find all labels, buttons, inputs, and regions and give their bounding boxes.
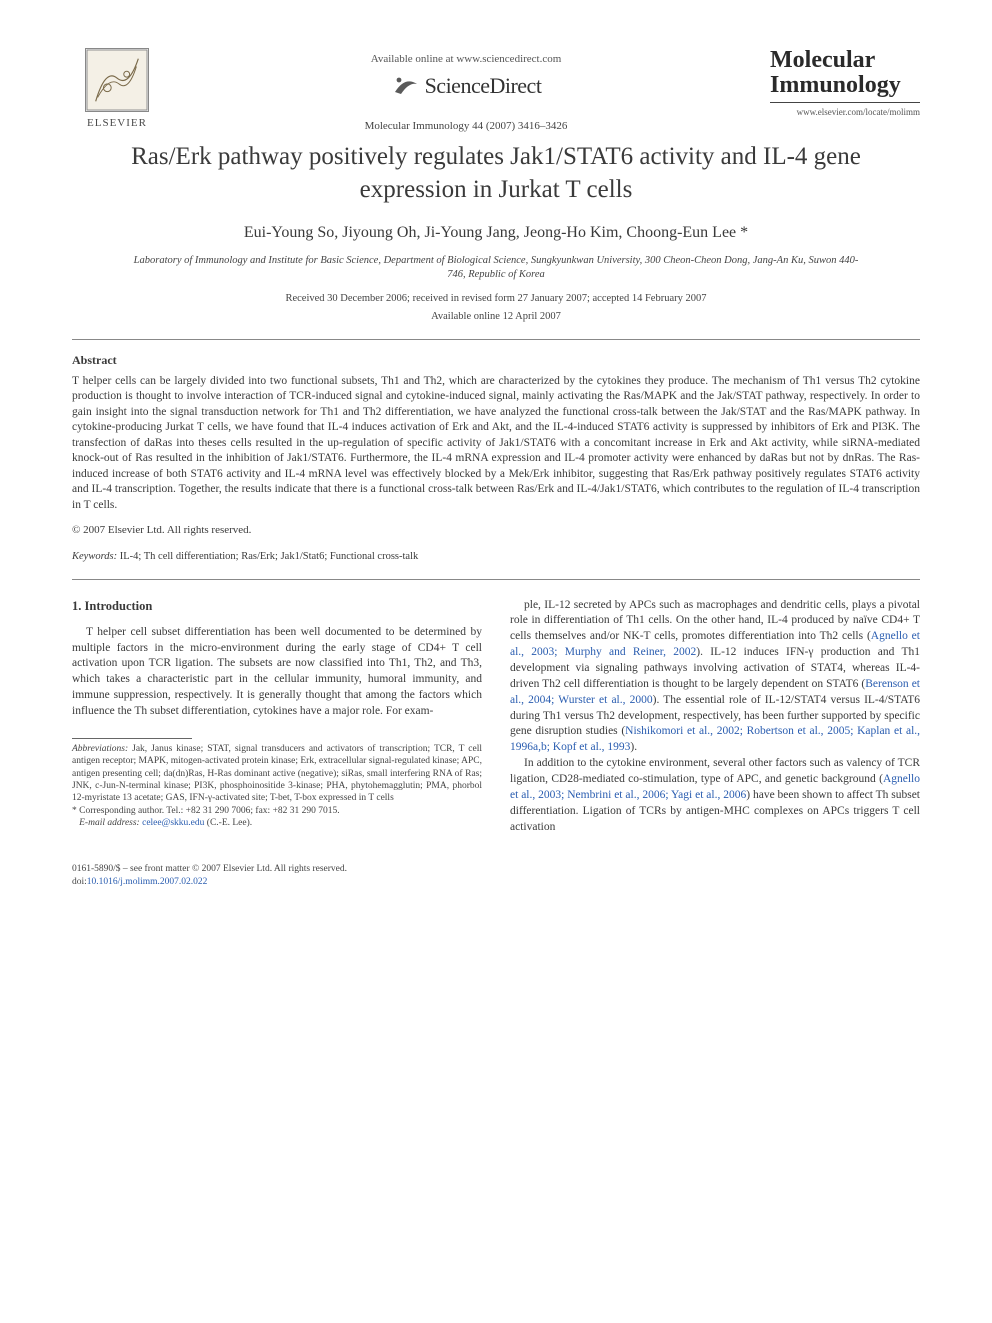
elsevier-label: ELSEVIER: [87, 116, 147, 131]
journal-reference: Molecular Immunology 44 (2007) 3416–3426: [365, 119, 568, 134]
body-columns: 1. Introduction T helper cell subset dif…: [72, 598, 920, 836]
footer: 0161-5890/$ – see front matter © 2007 El…: [72, 863, 920, 889]
divider: [72, 339, 920, 340]
available-date: Available online 12 April 2007: [72, 310, 920, 324]
abbrev-footnote: Abbreviations: Jak, Janus kinase; STAT, …: [72, 743, 482, 805]
email-label: E-mail address:: [79, 818, 140, 828]
center-header: Available online at www.sciencedirect.co…: [162, 48, 770, 133]
abstract-heading: Abstract: [72, 352, 920, 368]
journal-title: Molecular Immunology: [770, 48, 920, 103]
elsevier-block: ELSEVIER: [72, 48, 162, 131]
abbrev-text: Jak, Janus kinase; STAT, signal transduc…: [72, 744, 482, 803]
available-online-line: Available online at www.sciencedirect.co…: [371, 52, 562, 67]
email-link[interactable]: celee@skku.edu: [142, 818, 204, 828]
intro-p2d: ).: [630, 741, 637, 753]
intro-p2a: ple, IL-12 secreted by APCs such as macr…: [510, 599, 920, 643]
column-right: ple, IL-12 secreted by APCs such as macr…: [510, 598, 920, 836]
email-footnote: E-mail address: celee@skku.edu (C.-E. Le…: [72, 817, 482, 829]
divider: [72, 579, 920, 580]
abstract-body: T helper cells can be largely divided in…: [72, 374, 920, 514]
article-title: Ras/Erk pathway positively regulates Jak…: [112, 141, 880, 206]
intro-p2: ple, IL-12 secreted by APCs such as macr…: [510, 598, 920, 757]
sciencedirect-icon: [391, 72, 419, 100]
header-row: ELSEVIER Available online at www.science…: [72, 48, 920, 133]
intro-p3: In addition to the cytokine environment,…: [510, 756, 920, 835]
abbrev-label: Abbreviations:: [72, 744, 128, 754]
column-left: 1. Introduction T helper cell subset dif…: [72, 598, 482, 836]
intro-p1: T helper cell subset differentiation has…: [72, 625, 482, 720]
journal-title-l2: Immunology: [770, 72, 901, 98]
keywords-line: Keywords: IL-4; Th cell differentiation;…: [72, 550, 920, 564]
intro-heading: 1. Introduction: [72, 598, 482, 615]
sciencedirect-row: ScienceDirect: [391, 71, 542, 101]
affiliation: Laboratory of Immunology and Institute f…: [132, 254, 860, 282]
journal-block: Molecular Immunology www.elsevier.com/lo…: [770, 48, 920, 119]
elsevier-logo: [85, 48, 149, 112]
keywords-label: Keywords:: [72, 551, 117, 562]
corresponding-footnote: * Corresponding author. Tel.: +82 31 290…: [72, 805, 482, 817]
sciencedirect-label: ScienceDirect: [425, 71, 542, 101]
footer-doi-line: doi:10.1016/j.molimm.2007.02.022: [72, 876, 920, 889]
intro-p3a: In addition to the cytokine environment,…: [510, 757, 920, 785]
doi-prefix: doi:: [72, 877, 87, 887]
received-dates: Received 30 December 2006; received in r…: [72, 292, 920, 306]
doi-link[interactable]: 10.1016/j.molimm.2007.02.022: [87, 877, 208, 887]
email-suffix: (C.-E. Lee).: [207, 818, 252, 828]
keywords-text: IL-4; Th cell differentiation; Ras/Erk; …: [120, 551, 419, 562]
abstract-copyright: © 2007 Elsevier Ltd. All rights reserved…: [72, 523, 920, 538]
footnote-rule: [72, 738, 192, 739]
footer-line1: 0161-5890/$ – see front matter © 2007 El…: [72, 863, 920, 876]
journal-url: www.elsevier.com/locate/molimm: [770, 106, 920, 118]
authors: Eui-Young So, Jiyoung Oh, Ji-Young Jang,…: [72, 222, 920, 244]
journal-title-l1: Molecular: [770, 47, 875, 73]
